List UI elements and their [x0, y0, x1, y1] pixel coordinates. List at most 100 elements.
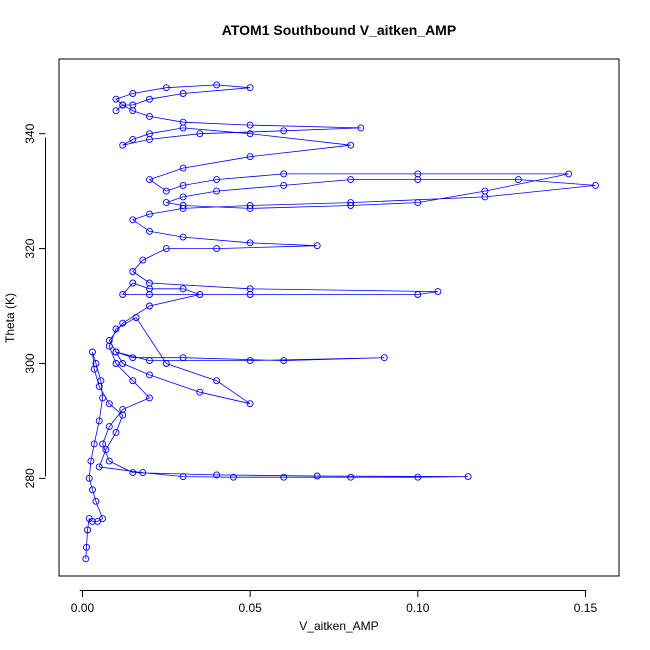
data-point — [162, 199, 170, 207]
data-point — [95, 463, 103, 471]
data-point — [434, 288, 442, 296]
data-point — [99, 440, 107, 448]
data-point — [132, 314, 140, 321]
data-point — [213, 471, 221, 479]
y-tick-label: 320 — [23, 238, 37, 258]
series-line — [85, 84, 596, 559]
data-point — [347, 202, 355, 209]
data-point — [112, 325, 120, 333]
data-point — [213, 245, 221, 253]
data-point — [196, 388, 204, 396]
x-tick-label: 0.10 — [406, 601, 430, 615]
data-point — [414, 473, 422, 481]
data-point — [112, 360, 120, 367]
data-point — [105, 423, 113, 431]
y-axis-label: Theta (K) — [3, 293, 17, 343]
plot-frame — [58, 58, 620, 577]
data-point — [146, 394, 153, 402]
data-point — [179, 204, 187, 212]
data-point — [90, 440, 98, 448]
data-point — [179, 285, 187, 293]
data-point — [347, 473, 355, 481]
data-point — [89, 517, 96, 525]
y-tick-label: 340 — [23, 123, 37, 143]
data-point — [112, 348, 120, 356]
data-point — [112, 107, 120, 115]
data-point — [280, 357, 288, 365]
y-axis: 280 300 320 340 — [23, 123, 46, 488]
x-axis: 0.00 0.05 0.10 0.15 — [71, 590, 597, 615]
y-tick-label: 280 — [23, 468, 37, 488]
data-point — [414, 170, 422, 178]
data-point — [89, 486, 96, 494]
data-point — [246, 285, 254, 293]
data-point — [464, 473, 472, 481]
data-point — [112, 95, 120, 103]
data-point — [119, 319, 127, 327]
data-point — [146, 227, 153, 235]
data-point — [146, 371, 153, 379]
data-point — [146, 357, 153, 365]
data-point — [246, 121, 254, 129]
data-point — [514, 176, 522, 184]
data-point — [146, 210, 153, 218]
data-point — [162, 360, 170, 367]
data-point — [162, 187, 170, 195]
data-point — [89, 348, 96, 356]
data-point — [139, 256, 147, 264]
data-point — [246, 357, 254, 365]
data-point — [129, 216, 137, 224]
data-point — [99, 515, 107, 523]
data-point — [280, 127, 288, 135]
data-point — [129, 135, 137, 143]
data-point — [129, 90, 137, 97]
data-point — [129, 354, 137, 362]
x-tick-label: 0.05 — [238, 601, 262, 615]
data-point — [82, 555, 90, 563]
data-point — [146, 302, 153, 310]
data-point — [146, 279, 153, 287]
data-point — [196, 291, 204, 298]
data-point — [162, 245, 170, 253]
data-point — [246, 130, 254, 138]
data-point — [246, 239, 254, 247]
data-point — [179, 118, 187, 126]
data-point — [179, 473, 187, 481]
data-point — [139, 469, 147, 477]
data-point — [347, 199, 355, 207]
data-point — [105, 337, 113, 344]
data-point — [565, 170, 573, 178]
data-point — [179, 90, 187, 97]
chart-title: ATOM1 Southbound V_aitken_AMP — [222, 22, 456, 38]
data-point — [179, 233, 187, 241]
data-point — [592, 181, 599, 189]
data-point — [347, 176, 355, 184]
data-point — [105, 457, 113, 465]
x-axis-label: V_aitken_AMP — [299, 619, 378, 633]
data-point — [119, 360, 127, 367]
data-point — [414, 291, 422, 298]
data-point — [112, 428, 120, 436]
data-point — [196, 130, 204, 138]
data-point — [380, 354, 388, 362]
data-point — [246, 84, 254, 92]
data-point — [179, 181, 187, 189]
data-point — [129, 469, 137, 477]
data-point — [119, 101, 127, 109]
data-point — [179, 202, 187, 209]
data-point — [280, 170, 288, 178]
data-point — [146, 135, 153, 143]
data-point — [99, 394, 107, 402]
data-point — [246, 202, 254, 209]
data-point — [146, 176, 153, 184]
x-tick-label: 0.00 — [71, 601, 95, 615]
data-point — [213, 187, 221, 195]
data-point — [95, 382, 103, 390]
data-point — [129, 279, 137, 287]
data-point — [129, 268, 137, 275]
data-point — [229, 473, 237, 481]
data-point — [83, 543, 90, 551]
data-point — [102, 446, 110, 454]
data-point — [213, 176, 221, 184]
